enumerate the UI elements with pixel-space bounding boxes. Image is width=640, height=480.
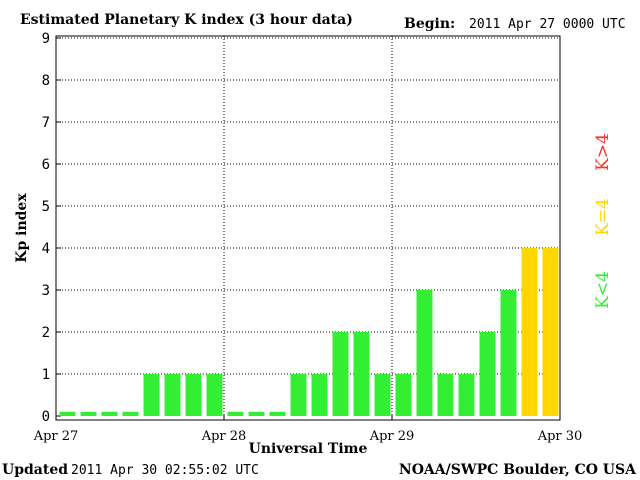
plot-frame	[55, 35, 561, 421]
gridlines	[55, 36, 561, 420]
x-tick-label: Apr 29	[369, 429, 415, 444]
x-axis-label: Universal Time	[249, 441, 368, 457]
y-axis-label: Kp index	[14, 193, 30, 263]
kp-bar	[80, 411, 97, 416]
kp-bar	[521, 248, 538, 416]
y-tick-label: 1	[42, 367, 50, 383]
kp-bar	[374, 374, 391, 416]
kp-bar	[353, 332, 370, 416]
kp-bar	[269, 411, 286, 416]
kp-bar	[479, 332, 496, 416]
kp-bar	[500, 290, 517, 416]
kp-bar	[122, 411, 139, 416]
y-tick-labels: 0 1 2 3 4 5 6 7 8 9	[42, 31, 50, 425]
kp-bar	[248, 411, 265, 416]
begin-value: 2011 Apr 27 0000 UTC	[469, 17, 626, 32]
x-tick-labels: Apr 27 Apr 28 Apr 29 Apr 30	[33, 429, 583, 444]
chart-title: Estimated Planetary K index (3 hour data…	[20, 12, 353, 28]
kp-bar	[311, 374, 328, 416]
y-tick-label: 5	[42, 199, 50, 215]
y-tick-label: 8	[42, 73, 50, 89]
kp-bar	[206, 374, 223, 416]
x-tick-label: Apr 27	[33, 429, 79, 444]
y-tick-label: 0	[42, 409, 50, 425]
kp-bar	[290, 374, 307, 416]
y-tick-label: 2	[42, 325, 50, 341]
updated-label: Updated	[2, 462, 68, 478]
kp-bar	[332, 332, 349, 416]
kp-bar	[59, 411, 76, 416]
legend-k-equal-4: K=4	[593, 198, 613, 236]
kp-bar	[101, 411, 118, 416]
kp-bar	[185, 374, 202, 416]
kp-bar	[143, 374, 160, 416]
y-tick-label: 9	[42, 31, 50, 47]
bars	[59, 248, 559, 416]
y-tick-label: 7	[42, 115, 50, 131]
y-tick-label: 6	[42, 157, 50, 173]
kp-bar	[437, 374, 454, 416]
x-tick-label: Apr 28	[201, 429, 247, 444]
begin-label: Begin:	[404, 16, 455, 32]
kp-bar	[542, 248, 559, 416]
updated-value: 2011 Apr 30 02:55:02 UTC	[71, 463, 259, 478]
kp-bar	[395, 374, 412, 416]
source-credit: NOAA/SWPC Boulder, CO USA	[399, 462, 637, 478]
x-tick-label: Apr 30	[537, 429, 583, 444]
kp-bar	[416, 290, 433, 416]
kp-bar	[164, 374, 181, 416]
kp-bar	[458, 374, 475, 416]
y-tick-label: 3	[42, 283, 50, 299]
y-tick-label: 4	[42, 241, 50, 257]
legend-k-greater-4: K>4	[593, 133, 613, 171]
legend-k-less-4: K<4	[593, 271, 613, 309]
kp-bar	[227, 411, 244, 416]
